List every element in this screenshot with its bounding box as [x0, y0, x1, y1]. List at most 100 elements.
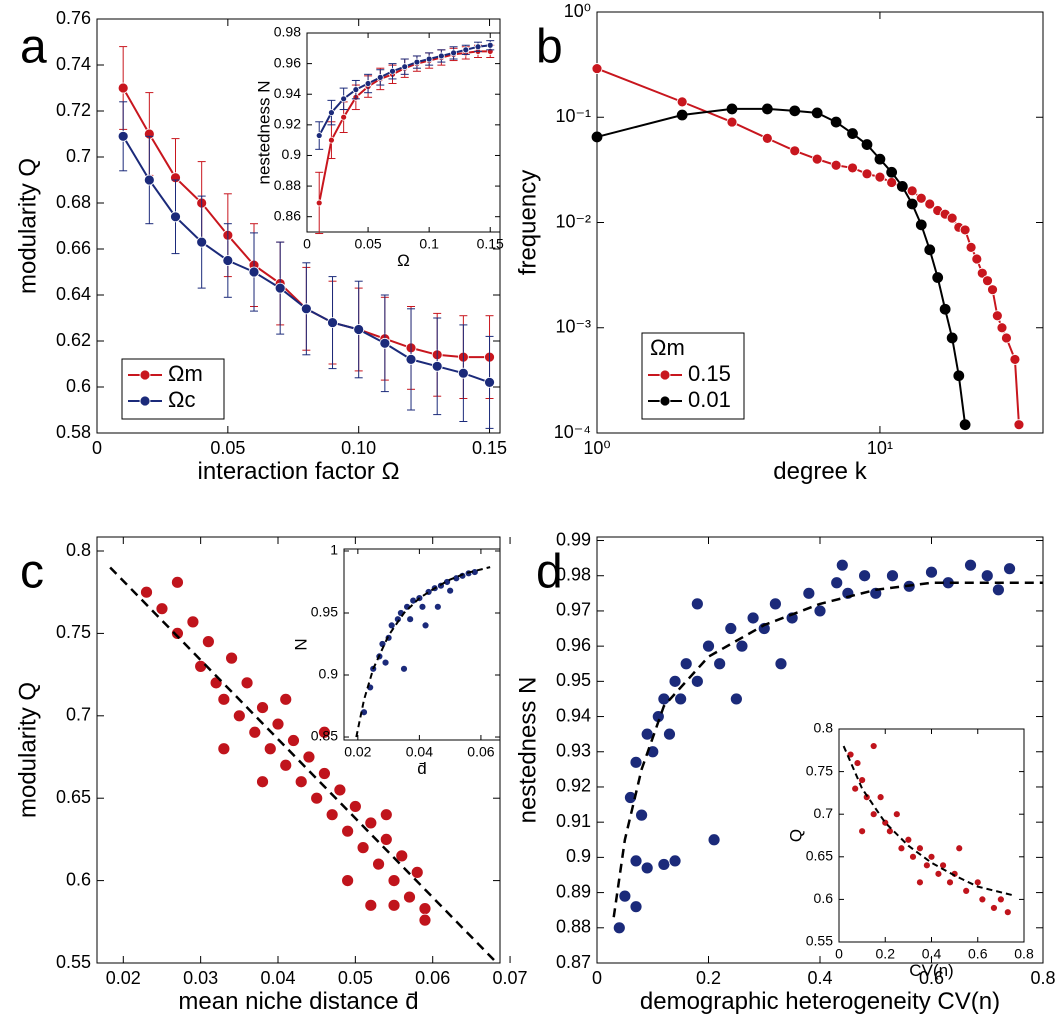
- point: [847, 162, 858, 174]
- point: [869, 742, 878, 750]
- x-tick-label: 0: [303, 235, 311, 251]
- x-tick-label: 0.06: [415, 968, 450, 988]
- point: [410, 865, 424, 879]
- x-tick-label: 0.05: [210, 438, 245, 458]
- point: [830, 116, 842, 128]
- point: [217, 742, 231, 756]
- legend-marker: [139, 369, 151, 381]
- y-tick-label: 0.65: [56, 787, 91, 807]
- point: [341, 874, 355, 888]
- point: [437, 52, 445, 60]
- point: [1003, 908, 1012, 917]
- point: [962, 886, 971, 895]
- point: [978, 895, 987, 904]
- point: [406, 615, 415, 624]
- y-tick-label: 0.88: [556, 917, 591, 937]
- point: [256, 701, 269, 714]
- x-tick-label: 0.2: [876, 945, 896, 961]
- point: [973, 878, 982, 887]
- point: [811, 153, 823, 165]
- point: [379, 833, 393, 846]
- point: [217, 692, 231, 706]
- point: [387, 898, 401, 912]
- point: [982, 275, 993, 287]
- point: [170, 211, 181, 223]
- point: [924, 244, 936, 256]
- point: [915, 192, 927, 204]
- point: [761, 132, 773, 144]
- y-tick-label: 0.99: [556, 529, 591, 549]
- point: [861, 139, 873, 150]
- y-tick-label: 0.9: [566, 846, 591, 866]
- point: [690, 674, 704, 688]
- x-tick-label: 0.1: [419, 235, 439, 251]
- point: [624, 791, 637, 804]
- y-axis-label: frequency: [514, 170, 541, 275]
- point: [886, 177, 898, 188]
- point: [892, 810, 901, 819]
- point: [395, 849, 409, 863]
- point: [117, 130, 129, 142]
- axes-frame: [596, 11, 1044, 434]
- x-tick-label: 0.04: [406, 743, 433, 759]
- point: [318, 725, 331, 739]
- y-tick-label: 0.92: [274, 116, 301, 132]
- y-tick-label: 0.58: [56, 422, 91, 442]
- x-tick-label: 0.05: [354, 235, 381, 251]
- point: [676, 96, 688, 108]
- point: [232, 709, 246, 723]
- y-tick-label: 0.65: [806, 848, 833, 864]
- point: [946, 878, 954, 887]
- point: [726, 103, 738, 115]
- point: [421, 621, 430, 630]
- panel-letter: c: [20, 546, 44, 599]
- y-axis-label: modularity Q: [14, 158, 41, 294]
- y-axis-label: modularity Q: [14, 682, 41, 818]
- point: [939, 861, 947, 870]
- point: [939, 303, 951, 315]
- point: [858, 569, 871, 583]
- point: [676, 109, 688, 121]
- y-tick-label: 0.72: [56, 100, 91, 120]
- y-tick-label: 0.64: [56, 284, 91, 304]
- point: [663, 727, 676, 741]
- point: [143, 174, 155, 186]
- x-axis-label: mean niche distance d̄: [178, 988, 418, 1015]
- point: [874, 153, 886, 165]
- point: [287, 734, 300, 747]
- legend-title: Ωm: [650, 335, 685, 360]
- point: [425, 55, 433, 63]
- point: [668, 674, 682, 688]
- legend-label: 0.01: [688, 387, 731, 412]
- point: [971, 253, 983, 265]
- y-tick-label: 0.92: [556, 776, 591, 796]
- point: [591, 63, 603, 74]
- y-tick-label: 0.93: [556, 741, 591, 761]
- point: [462, 46, 470, 54]
- point: [433, 602, 442, 611]
- point: [707, 833, 721, 847]
- point: [186, 615, 200, 629]
- point: [315, 199, 323, 207]
- y-tick-label: 0.9: [282, 146, 302, 162]
- point: [946, 212, 958, 224]
- point: [635, 808, 648, 822]
- point: [279, 758, 293, 772]
- y-tick-label: 10⁻¹: [555, 106, 591, 126]
- point: [248, 725, 262, 739]
- point: [222, 255, 234, 266]
- point: [959, 419, 971, 431]
- point: [811, 107, 823, 119]
- y-tick-label: 1: [330, 542, 338, 558]
- point: [484, 376, 495, 388]
- point: [761, 103, 773, 115]
- fit-line: [842, 745, 1013, 897]
- axes-frame: [96, 536, 501, 964]
- y-tick-label: 0.94: [274, 85, 301, 101]
- point: [813, 604, 827, 618]
- x-tick-label: 0: [835, 945, 843, 961]
- point: [387, 874, 401, 888]
- point: [726, 116, 738, 128]
- point: [274, 282, 286, 294]
- y-tick-label: 0.95: [556, 670, 591, 690]
